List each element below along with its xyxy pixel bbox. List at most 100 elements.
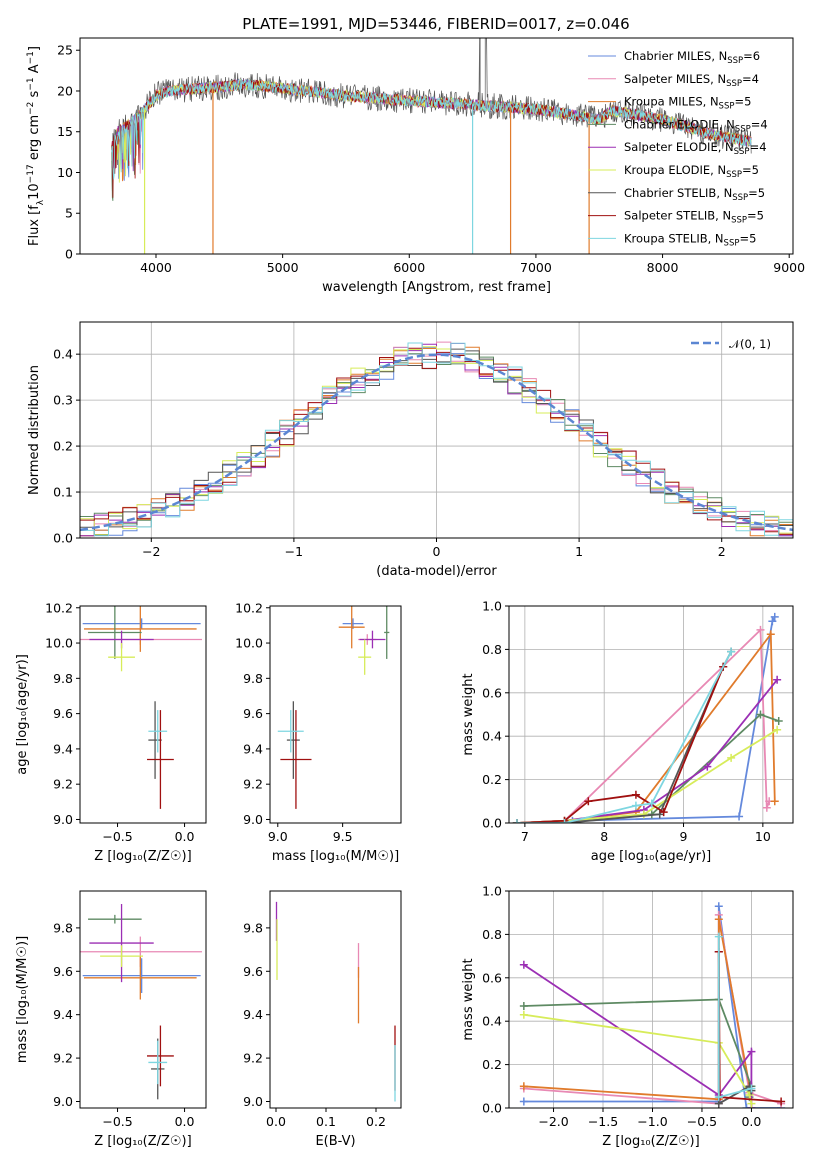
legend-label-sub: SSP [726, 170, 742, 180]
plot-area [111, 38, 752, 254]
x-axis-label: E(B-V) [315, 1134, 355, 1149]
y-tick-label: 0.4 [482, 729, 502, 744]
x-axis-label: Z [log₁₀(Z/Z☉)] [94, 1134, 191, 1149]
x-tick-label: −0.5 [102, 829, 132, 844]
legend-label-tail: =5 [742, 163, 759, 177]
plot-area [80, 904, 202, 1100]
x-tick-label: 0.0 [266, 1114, 286, 1129]
plot-area [519, 902, 786, 1108]
mass-weight-line [523, 964, 753, 1108]
legend-label-sub: SSP [732, 193, 748, 203]
y-tick-label: 5 [65, 206, 73, 221]
x-tick-label: 7 [521, 829, 529, 844]
mass-weight-marker [639, 810, 648, 819]
x-tick-label: −1 [285, 544, 303, 559]
plot-area [277, 606, 390, 809]
mass-weight-marker [770, 797, 779, 806]
y-tick-label: 0.6 [482, 970, 502, 985]
mass-weight-marker [647, 799, 656, 808]
mass-weight-marker [560, 819, 569, 823]
plot-area [275, 901, 396, 1102]
y-axis-label: mass [log₁₀(M/M☉)] [15, 936, 30, 1063]
y-tick-label: 9.4 [243, 1007, 263, 1022]
x-tick-label: 9.0 [268, 829, 288, 844]
axes-frame [508, 605, 794, 824]
legend-label-tail: =4 [751, 117, 768, 131]
x-tick-label: 7000 [520, 260, 552, 275]
legend-label: Chabrier STELIB, NSSP=5 [624, 186, 765, 203]
legend-label-tail: =5 [748, 186, 765, 200]
legend-label-sub: SSP [731, 216, 747, 226]
x-tick-label: 0.1 [316, 1114, 336, 1129]
x-axis-label: (data-model)/error [376, 564, 497, 579]
x-tick-label: 6000 [393, 260, 425, 275]
y-tick-label: 0.0 [482, 816, 502, 831]
mass-weight-marker [735, 812, 744, 821]
chart-massweight_vs_Z: −2.0 −1.5 −1.0 −0.5 0.0 0.0 0.2 0.4 0.6 0.8 1.0 Z [… [461, 884, 794, 1149]
legend-label-sub: SSP [719, 102, 735, 112]
axes-frame [269, 890, 402, 1109]
mass-weight-marker [747, 1084, 756, 1093]
mass-weight-marker [631, 790, 640, 799]
y-tick-label: 1.0 [482, 599, 502, 614]
mass-weight-marker [762, 803, 771, 812]
y-tick-label: 9.6 [53, 706, 73, 721]
y-tick-label: 9.0 [243, 812, 263, 827]
mass-weight-marker [747, 1047, 756, 1056]
axes-frame [79, 890, 207, 1109]
y-tick-label: 0.8 [482, 642, 502, 657]
mass-weight-marker [745, 1090, 754, 1099]
y-tick-label: 25 [57, 43, 73, 58]
x-axis-label: mass [log₁₀(M/M☉)] [272, 849, 399, 864]
histogram-step [80, 342, 793, 537]
mass-weight-line [516, 627, 771, 823]
mass-weight-marker [773, 725, 782, 734]
legend-label-main: Kroupa ELODIE, N [624, 163, 726, 177]
plot-area [512, 612, 783, 823]
mass-weight-marker [631, 801, 640, 810]
x-tick-label: 1 [575, 544, 583, 559]
mass-weight-marker [714, 932, 723, 941]
mass-weight-line [516, 666, 725, 823]
y-tick-label: 9.0 [53, 812, 73, 827]
y-tick-label: 9.2 [243, 777, 263, 792]
mass-weight-marker [747, 1099, 756, 1108]
plot-area [80, 341, 793, 537]
y-axis-label: age [log₁₀(age/yr)] [15, 654, 30, 775]
y-tick-label: 9.8 [243, 920, 263, 935]
x-axis-label: Z [log₁₀(Z/Z☉)] [94, 849, 191, 864]
x-tick-label: 9 [680, 829, 688, 844]
x-tick-label: 0 [433, 544, 441, 559]
axes-frame [508, 890, 794, 1109]
x-axis-label: age [log₁₀(age/yr)] [591, 849, 712, 864]
y-tick-label: 9.6 [53, 964, 73, 979]
legend-label: Kroupa ELODIE, NSSP=5 [624, 163, 759, 180]
legend-label-main: Chabrier STELIB, N [624, 186, 732, 200]
x-tick-label: 9000 [773, 260, 805, 275]
mass-weight-marker [519, 1002, 528, 1011]
mass-weight-marker [727, 753, 736, 762]
legend-label-tail: =5 [739, 231, 756, 245]
legend-label-sub: SSP [727, 56, 743, 66]
y-tick-label: 9.2 [53, 1051, 73, 1066]
mass-weight-line [516, 616, 776, 823]
mass-weight-marker [756, 625, 765, 634]
legend-label-main: Salpeter ELODIE, N [624, 140, 734, 154]
y-tick-label: 0.0 [53, 531, 73, 546]
x-tick-label: 0.0 [175, 1114, 195, 1129]
legend-label-tail: =4 [750, 140, 767, 154]
mass-weight-line [523, 998, 753, 1098]
mass-weight-marker [756, 710, 765, 719]
y-axis-label: Normed distribution [27, 365, 42, 495]
y-tick-label: 0.8 [482, 927, 502, 942]
y-tick-label: 10.0 [235, 636, 263, 651]
mass-weight-marker [777, 1097, 786, 1106]
histogram-step [80, 347, 793, 535]
legend-label-tail: =6 [743, 49, 760, 63]
y-tick-label: 0.3 [53, 393, 73, 408]
plot-area [80, 606, 202, 809]
mass-weight-marker [659, 808, 668, 817]
mass-weight-marker [768, 617, 777, 626]
x-tick-label: 8 [600, 829, 608, 844]
